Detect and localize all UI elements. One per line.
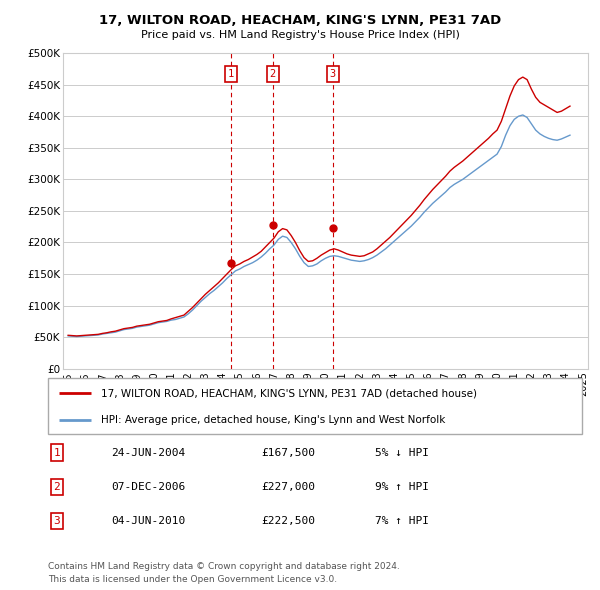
Text: 17, WILTON ROAD, HEACHAM, KING'S LYNN, PE31 7AD: 17, WILTON ROAD, HEACHAM, KING'S LYNN, P… — [99, 14, 501, 27]
Text: This data is licensed under the Open Government Licence v3.0.: This data is licensed under the Open Gov… — [48, 575, 337, 584]
Text: 9% ↑ HPI: 9% ↑ HPI — [375, 482, 429, 491]
Text: Contains HM Land Registry data © Crown copyright and database right 2024.: Contains HM Land Registry data © Crown c… — [48, 562, 400, 571]
Text: 1: 1 — [53, 448, 61, 457]
Text: £222,500: £222,500 — [261, 516, 315, 526]
FancyBboxPatch shape — [48, 378, 582, 434]
Text: 1: 1 — [227, 69, 234, 79]
Text: 5% ↓ HPI: 5% ↓ HPI — [375, 448, 429, 457]
Text: 2: 2 — [270, 69, 276, 79]
Text: 3: 3 — [53, 516, 61, 526]
Text: £227,000: £227,000 — [261, 482, 315, 491]
Text: £167,500: £167,500 — [261, 448, 315, 457]
Text: 2: 2 — [53, 482, 61, 491]
Text: Price paid vs. HM Land Registry's House Price Index (HPI): Price paid vs. HM Land Registry's House … — [140, 31, 460, 40]
Text: 3: 3 — [330, 69, 336, 79]
Text: 04-JUN-2010: 04-JUN-2010 — [111, 516, 185, 526]
Text: 07-DEC-2006: 07-DEC-2006 — [111, 482, 185, 491]
Text: 24-JUN-2004: 24-JUN-2004 — [111, 448, 185, 457]
Text: 7% ↑ HPI: 7% ↑ HPI — [375, 516, 429, 526]
Text: 17, WILTON ROAD, HEACHAM, KING'S LYNN, PE31 7AD (detached house): 17, WILTON ROAD, HEACHAM, KING'S LYNN, P… — [101, 388, 478, 398]
Text: HPI: Average price, detached house, King's Lynn and West Norfolk: HPI: Average price, detached house, King… — [101, 415, 446, 425]
